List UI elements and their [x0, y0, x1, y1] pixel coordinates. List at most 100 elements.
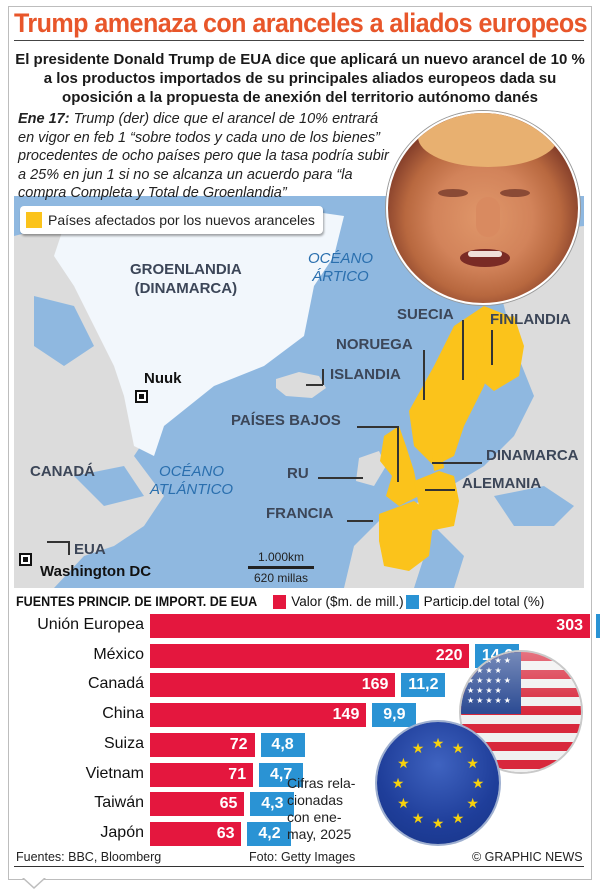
share-bar: 4,8	[260, 732, 305, 757]
chart-row: Japón 63 4,2	[0, 821, 600, 846]
eu-star-icon: ★	[431, 815, 445, 831]
eu-star-icon: ★	[411, 809, 425, 826]
callout-pointer	[22, 877, 46, 889]
chart-row: Canadá 169 11,2	[0, 673, 600, 698]
category-label: Canadá	[87, 675, 144, 693]
leader-usa-h	[47, 541, 69, 543]
share-bar: 4,7	[259, 762, 304, 787]
eu-star-icon: ★	[397, 795, 410, 811]
atlantic-line2: ATLÁNTICO	[150, 481, 234, 498]
leader-norway	[423, 350, 425, 400]
leader-sweden	[462, 320, 464, 380]
label-usa: EUA	[74, 541, 106, 558]
photo-nose	[476, 197, 500, 237]
eu-flag-icon: ★ ★ ★ ★ ★ ★ ★ ★ ★ ★ ★ ★	[377, 722, 499, 844]
chart-header: FUENTES PRINCIP. DE IMPORT. DE EUA Valor…	[16, 594, 544, 609]
legend-label: Países afectados por los nuevos arancele…	[48, 212, 315, 228]
scale-km: 1.000km	[257, 550, 305, 564]
label-iceland: ISLANDIA	[330, 366, 401, 383]
legend-pct-label: Particip.del total (%)	[423, 594, 545, 609]
city-nuuk: Nuuk	[144, 370, 182, 387]
label-uk: RU	[287, 465, 309, 482]
chart-footnote: Cifras rela- cionadas con ene- may, 2025	[287, 775, 356, 842]
leader-usa-v	[68, 541, 70, 555]
photo-credit: Foto: Getty Images	[249, 850, 356, 864]
leader-uk	[318, 477, 363, 479]
legend-pct-swatch	[405, 594, 419, 609]
greenland-name: GROENLANDIA	[130, 261, 242, 278]
chart-title: FUENTES PRINCIP. DE IMPORT. DE EUA	[16, 594, 258, 609]
chart-row: México22014,6	[0, 643, 600, 668]
value-bar: 169	[150, 673, 396, 698]
legend-value-swatch	[273, 594, 287, 609]
category-label: China	[102, 705, 144, 723]
chart-row: Suiza 72 4,8	[0, 732, 600, 757]
category-label: Unión Europea	[37, 616, 144, 633]
flag-gloss	[461, 652, 581, 712]
eu-star-icon: ★	[397, 755, 410, 771]
arctic-line2: ÁRTICO	[312, 268, 369, 285]
value-bar: 220	[150, 643, 470, 668]
label-finland: FINLANDIA	[490, 311, 571, 328]
note-date: Ene 17:	[18, 111, 70, 127]
eu-star-icon: ★	[391, 775, 405, 791]
label-canada: CANADÁ	[30, 463, 95, 480]
page-title: Trump amenaza con aranceles a aliados eu…	[14, 8, 588, 38]
leader-finland	[491, 330, 493, 365]
value-bar: 303	[150, 614, 590, 638]
label-france: FRANCIA	[266, 505, 334, 522]
footer-divider	[14, 866, 584, 867]
share-bar: 11,2	[401, 673, 446, 698]
lead-paragraph: El presidente Donald Trump de EUA dice q…	[15, 51, 585, 106]
leader-germany	[425, 489, 455, 491]
value-bar: 63	[150, 821, 242, 846]
title-divider	[14, 40, 584, 41]
map-shapes	[14, 206, 584, 588]
sources: Fuentes: BBC, Bloomberg	[16, 850, 162, 864]
affected-swatch	[26, 212, 42, 228]
eu-star-icon: ★	[431, 735, 445, 751]
leader-netherlands-v	[397, 426, 399, 482]
us-flag-icon: ★★★★★ ★★★★ ★★★★★ ★★★★ ★★★★★	[461, 652, 581, 772]
category-label: Japón	[100, 823, 144, 841]
label-greenland: GROENLANDIA (DINAMARCA)	[130, 260, 242, 298]
label-germany: ALEMANIA	[462, 475, 542, 492]
share-bar: 9,9	[372, 703, 417, 728]
label-sweden: SUECIA	[397, 306, 454, 323]
greenland-sub: (DINAMARCA)	[134, 280, 238, 297]
share-bar: 4,3	[250, 792, 295, 817]
eu-star-icon: ★	[451, 809, 465, 826]
value-bar: 71	[150, 762, 254, 787]
category-label: Suiza	[103, 734, 144, 752]
note-text: Trump (der) dice que el arancel de 10% e…	[18, 111, 389, 201]
eu-star-icon: ★	[451, 740, 465, 757]
label-netherlands: PAÍSES BAJOS	[231, 412, 341, 429]
eu-star-icon: ★	[466, 755, 479, 771]
arctic-line1: OCÉANO	[308, 250, 374, 267]
copyright: © GRAPHIC NEWS	[472, 850, 583, 864]
photo-hair	[418, 113, 558, 167]
eu-star-icon: ★	[411, 740, 425, 757]
trump-photo	[386, 111, 580, 305]
chart-row: China 149 9,9	[0, 703, 600, 728]
category-label: Vietnam	[85, 764, 144, 782]
value-bar: 149	[150, 703, 367, 728]
label-arctic-ocean: OCÉANO ÁRTICO	[308, 250, 373, 286]
leader-netherlands-h	[357, 426, 397, 428]
city-washington: Washington DC	[40, 563, 152, 580]
map-legend: Países afectados por los nuevos arancele…	[20, 206, 323, 234]
eu-star-icon: ★	[471, 775, 485, 791]
map-scale: 1.000km 620 millas	[248, 550, 314, 585]
washington-marker-icon	[19, 553, 32, 566]
scale-miles: 620 millas	[253, 571, 309, 585]
chart-row: Unión Europea 303 20,2	[0, 614, 600, 638]
eu-star-icon: ★	[466, 795, 479, 811]
share-bar: 20,2	[596, 614, 600, 638]
nuuk-marker-icon	[135, 390, 148, 403]
photo-eye-right	[500, 189, 530, 197]
category-label: México	[93, 645, 144, 663]
scale-bar	[248, 566, 314, 569]
leader-france	[347, 520, 373, 522]
photo-eye-left	[438, 189, 468, 197]
legend-value-label: Valor ($m. de mill.)	[291, 594, 404, 609]
